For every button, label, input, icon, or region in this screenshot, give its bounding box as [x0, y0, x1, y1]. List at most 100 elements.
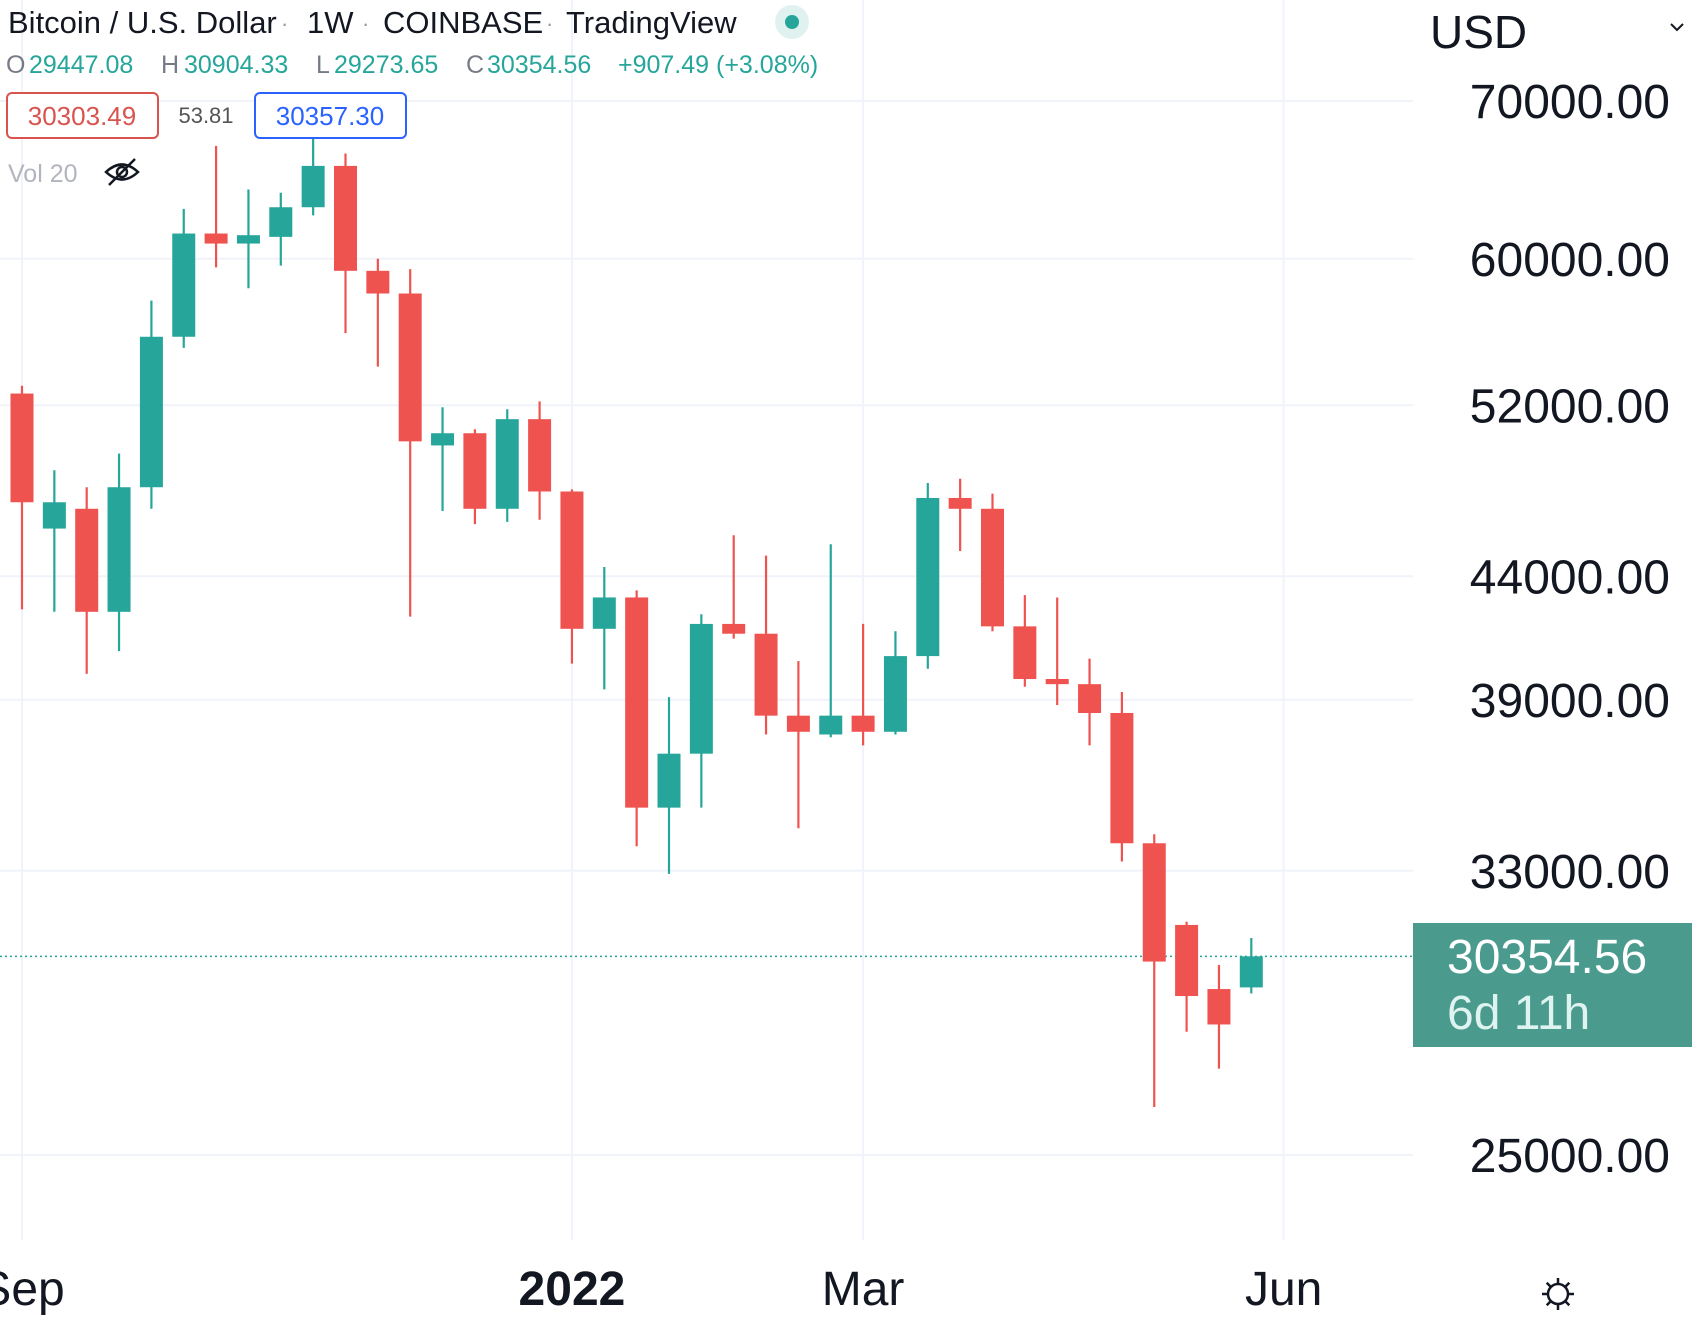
- candle[interactable]: [883, 631, 907, 735]
- candle[interactable]: [431, 407, 455, 511]
- candle[interactable]: [334, 153, 357, 334]
- candle[interactable]: [786, 661, 810, 829]
- candle[interactable]: [495, 409, 519, 522]
- candle-body[interactable]: [139, 336, 163, 488]
- candle[interactable]: [139, 300, 163, 509]
- chevron-down-icon[interactable]: [1670, 23, 1684, 32]
- volume-label: Vol 20: [8, 160, 78, 188]
- candle[interactable]: [75, 487, 99, 674]
- candle[interactable]: [657, 697, 681, 874]
- candle-body[interactable]: [1045, 678, 1069, 685]
- candle[interactable]: [269, 192, 293, 266]
- candle[interactable]: [10, 385, 34, 610]
- time-scale[interactable]: Sep 2022 Mar Jun: [0, 1263, 1322, 1316]
- candle-body[interactable]: [560, 491, 584, 629]
- candle[interactable]: [366, 258, 390, 367]
- candle[interactable]: [463, 429, 487, 525]
- candle-body[interactable]: [431, 433, 455, 446]
- candle-body[interactable]: [75, 508, 99, 612]
- candle-body[interactable]: [528, 419, 552, 492]
- candles[interactable]: [10, 118, 1263, 1108]
- candle-body[interactable]: [1175, 924, 1199, 997]
- candle-body[interactable]: [366, 270, 390, 294]
- candle[interactable]: [204, 145, 228, 268]
- candle[interactable]: [851, 623, 875, 746]
- price-tick-label: 60000.00: [1470, 234, 1670, 287]
- candle[interactable]: [172, 208, 196, 348]
- candle-body[interactable]: [172, 233, 196, 337]
- ask-box[interactable]: [254, 92, 407, 139]
- candle[interactable]: [689, 614, 713, 808]
- candle-body[interactable]: [981, 508, 1004, 627]
- currency-label[interactable]: USD: [1430, 6, 1527, 58]
- candle[interactable]: [948, 478, 972, 552]
- gear-icon[interactable]: [1542, 1278, 1574, 1310]
- candle-body[interactable]: [236, 235, 260, 244]
- candle-body[interactable]: [819, 715, 843, 735]
- candle-body[interactable]: [398, 293, 422, 442]
- ask-price: 30357.30: [276, 101, 384, 131]
- candle[interactable]: [1207, 964, 1231, 1069]
- candle-body[interactable]: [10, 393, 34, 503]
- candle-body[interactable]: [463, 433, 487, 509]
- candle-body[interactable]: [107, 487, 131, 612]
- interval[interactable]: 1W: [307, 5, 354, 40]
- ohlc-legend: O 29447.08 H 30904.33 L 29273.65 C 30354…: [6, 51, 818, 79]
- change-value: +907.49 (+3.08%): [618, 51, 818, 79]
- bid-price: 30303.49: [28, 101, 136, 131]
- candle-body[interactable]: [786, 715, 810, 732]
- candle[interactable]: [1110, 691, 1134, 862]
- candle-body[interactable]: [334, 165, 357, 271]
- candle[interactable]: [1045, 597, 1069, 706]
- candle-body[interactable]: [42, 502, 66, 529]
- candle-body[interactable]: [689, 623, 713, 754]
- candle-body[interactable]: [1239, 956, 1263, 988]
- candle-body[interactable]: [301, 165, 325, 208]
- candle-body[interactable]: [883, 656, 907, 732]
- price-scale[interactable]: USD 70000.00 60000.00 52000.00 44000.00 3900…: [1413, 6, 1692, 1183]
- candle[interactable]: [236, 189, 260, 289]
- candle[interactable]: [916, 482, 940, 669]
- candle[interactable]: [754, 555, 778, 735]
- candle-body[interactable]: [657, 753, 681, 808]
- candle[interactable]: [1239, 937, 1263, 994]
- candle-body[interactable]: [851, 715, 875, 732]
- candle-body[interactable]: [1078, 684, 1102, 713]
- candle-body[interactable]: [495, 419, 519, 509]
- candle[interactable]: [1013, 595, 1037, 687]
- low-value: 29273.65: [334, 51, 438, 79]
- candle-body[interactable]: [1013, 626, 1037, 679]
- candle[interactable]: [42, 470, 66, 612]
- candle[interactable]: [107, 453, 131, 652]
- candle[interactable]: [1142, 834, 1166, 1108]
- candle[interactable]: [819, 544, 843, 738]
- candle-body[interactable]: [754, 633, 778, 716]
- bid-ask-indicator: 30303.49 53.81 30357.30: [6, 92, 407, 139]
- symbol-name[interactable]: Bitcoin / U.S. Dollar: [8, 5, 277, 40]
- candle[interactable]: [528, 401, 552, 520]
- volume-indicator: Vol 20: [8, 158, 140, 188]
- open-key: O: [6, 51, 25, 79]
- candle[interactable]: [981, 493, 1004, 632]
- candle-body[interactable]: [1142, 843, 1166, 962]
- candle[interactable]: [1175, 921, 1199, 1032]
- candle-body[interactable]: [1110, 712, 1134, 844]
- price-tick-label: 70000.00: [1470, 76, 1670, 129]
- candle[interactable]: [625, 590, 649, 847]
- eye-off-icon[interactable]: [104, 158, 140, 186]
- candle-body[interactable]: [722, 623, 746, 634]
- candle-body[interactable]: [948, 497, 972, 509]
- candle-body[interactable]: [1207, 989, 1231, 1025]
- candle-body[interactable]: [625, 597, 649, 808]
- candle[interactable]: [398, 269, 422, 617]
- candle[interactable]: [560, 489, 584, 664]
- candle[interactable]: [592, 567, 616, 690]
- candle[interactable]: [1078, 658, 1102, 746]
- candle-body[interactable]: [592, 597, 616, 629]
- candle-body[interactable]: [204, 233, 228, 244]
- candle-body[interactable]: [916, 497, 940, 657]
- bid-box[interactable]: [6, 92, 159, 139]
- candle-body[interactable]: [269, 207, 293, 237]
- candle[interactable]: [722, 535, 746, 639]
